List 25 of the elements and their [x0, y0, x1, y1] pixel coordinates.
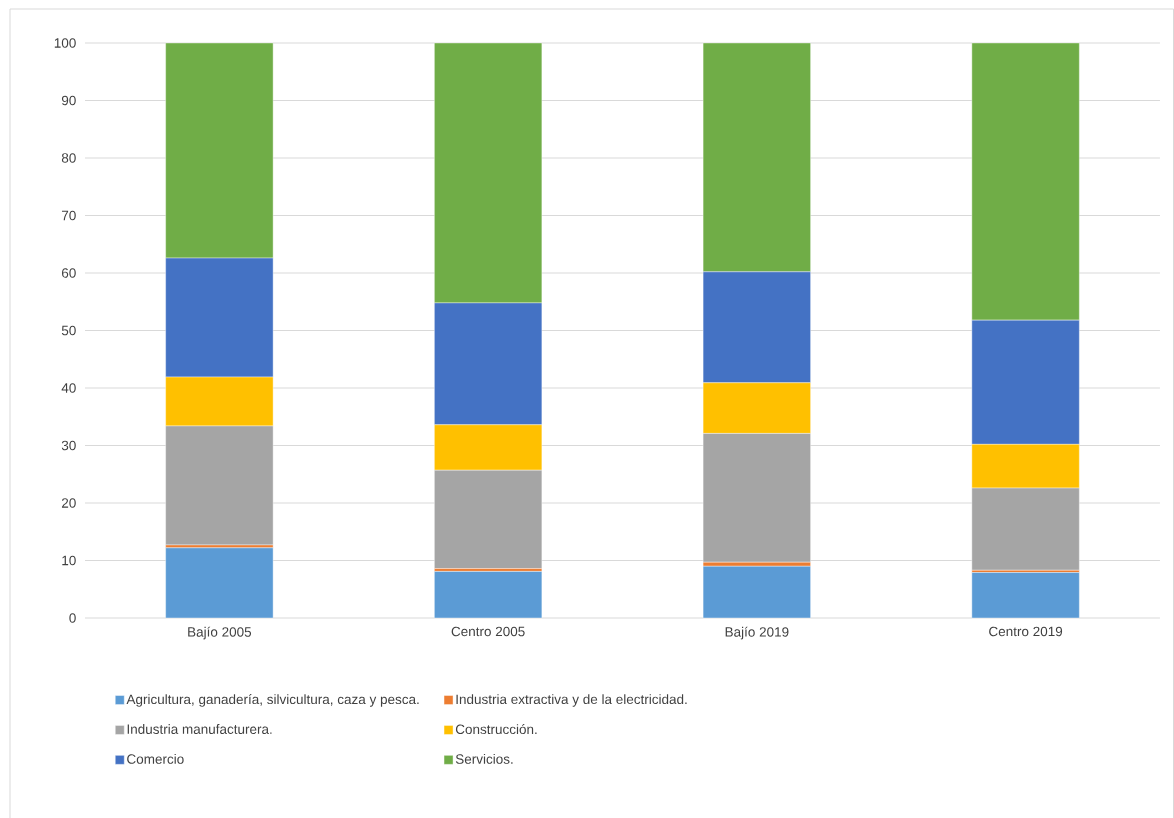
y-tick-label: 10 — [62, 555, 76, 566]
x-tick-label: Bajío 2019 — [725, 626, 789, 640]
y-tick-label: 80 — [61, 153, 76, 163]
x-tick-label: Centro 2019 — [989, 626, 1063, 637]
bar — [434, 571, 543, 619]
y-tick-label: 60 — [61, 268, 76, 278]
legend-label: Servicios. — [455, 753, 513, 764]
x-tick-label: Centro 2005 — [451, 626, 525, 637]
y-tick-label: 0 — [69, 613, 76, 623]
y-tick-label: 40 — [61, 383, 76, 393]
legend-label: Agricultura, ganadería, silvicultura, caza y pesca. — [126, 694, 419, 707]
bar — [971, 572, 1080, 619]
y-tick-label: 20 — [61, 498, 76, 508]
y-tick-label: 70 — [61, 210, 76, 221]
x-tick-label: Bajío 2005 — [188, 626, 252, 640]
bar — [165, 547, 274, 619]
legend-label: Industria manufacturera. — [127, 724, 272, 734]
y-tick-label: 30 — [61, 440, 76, 451]
legend-label: Construcción. — [455, 724, 537, 735]
legend-label: Industria extractiva y de la electricidad. — [456, 694, 687, 707]
y-tick-label: 100 — [54, 38, 76, 48]
y-tick-label: 90 — [61, 95, 76, 106]
y-tick-label: 50 — [61, 325, 76, 336]
bar — [702, 566, 811, 619]
legend-label: Comercio — [127, 753, 184, 764]
